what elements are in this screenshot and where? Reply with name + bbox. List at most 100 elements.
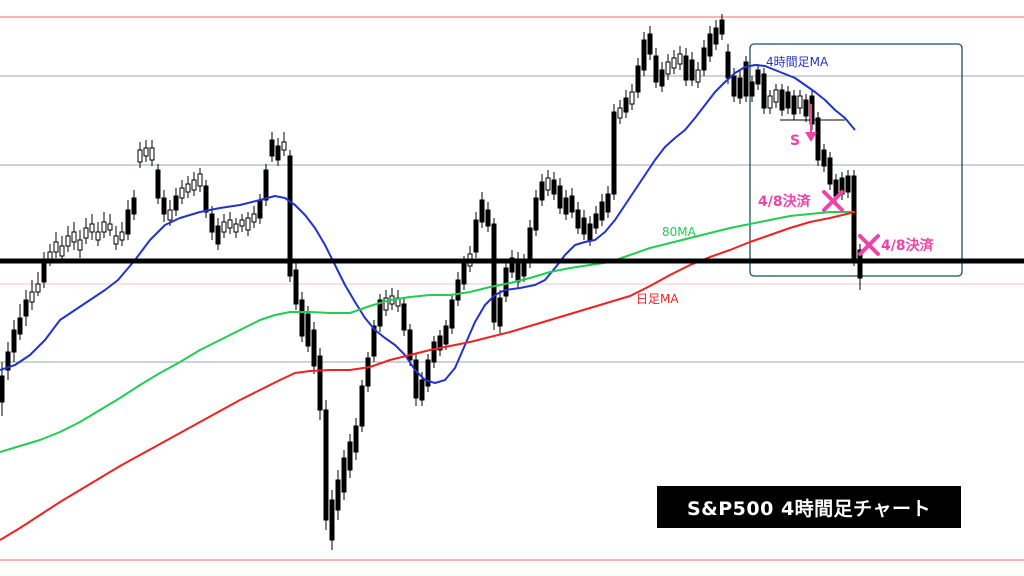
candle-body <box>677 53 683 65</box>
candle <box>83 218 89 244</box>
candle <box>95 222 101 246</box>
candle <box>149 140 155 166</box>
candle-body <box>281 141 287 151</box>
candle-body <box>431 341 437 363</box>
label-daily-ma: 日足MA <box>636 292 679 306</box>
candle <box>383 290 389 316</box>
candle <box>545 170 551 196</box>
candle <box>155 164 161 204</box>
candle <box>305 306 311 352</box>
candle-body <box>383 297 389 311</box>
candle <box>179 180 185 204</box>
candle-body <box>641 39 647 71</box>
candle-body <box>815 117 821 161</box>
candle <box>593 206 599 234</box>
candle-body <box>323 409 329 521</box>
candle-body <box>719 19 725 35</box>
highlight-rectangle <box>749 43 963 277</box>
candle <box>341 450 347 500</box>
candle-body <box>251 213 257 223</box>
candle-body <box>653 55 659 83</box>
candle <box>641 32 647 76</box>
candle-body <box>557 185 563 209</box>
candle <box>677 46 683 70</box>
candle <box>221 214 227 238</box>
candle-body <box>521 261 527 277</box>
candle <box>245 212 251 236</box>
candle <box>143 140 149 162</box>
candle <box>185 176 191 198</box>
candle-body <box>857 249 863 279</box>
candle-body <box>425 359 431 387</box>
candle-body <box>419 379 425 401</box>
candle-body <box>479 199 485 223</box>
candle-body <box>173 195 179 211</box>
candle-body <box>845 175 851 193</box>
candle <box>431 336 437 368</box>
candle <box>743 56 749 102</box>
candle-body <box>5 351 11 371</box>
candle <box>41 252 47 288</box>
candle <box>557 178 563 214</box>
candle <box>203 180 209 218</box>
candle <box>581 210 587 240</box>
candle <box>779 84 785 116</box>
candle-body <box>335 479 341 511</box>
candle-body <box>455 279 461 301</box>
candle-body <box>131 197 137 215</box>
candle-body <box>353 425 359 453</box>
candle <box>101 212 107 238</box>
ma-80-line <box>0 211 855 453</box>
candle-body <box>227 219 233 229</box>
candle-body <box>245 217 251 231</box>
candle-body <box>329 499 335 541</box>
candle-body <box>29 291 35 303</box>
candle-body <box>161 197 167 215</box>
candle <box>23 290 29 326</box>
candle-body <box>269 139 275 157</box>
candle-body <box>707 33 713 57</box>
candle <box>539 174 545 206</box>
candle <box>131 190 137 220</box>
candle <box>269 132 275 162</box>
highlight-box <box>749 43 963 277</box>
candle-body <box>539 181 545 201</box>
candle <box>71 222 77 250</box>
annotations: 4時間足MA 80MA 日足MA S 4/8決済 4/8決済 <box>636 55 935 306</box>
candle <box>257 194 263 224</box>
candle-body <box>413 359 419 399</box>
candle-body <box>167 209 173 221</box>
candle-body <box>113 235 119 245</box>
candle <box>485 202 491 232</box>
candle <box>851 170 857 266</box>
candle-body <box>311 329 317 367</box>
candle-body <box>221 221 227 233</box>
candle-body <box>689 59 695 81</box>
candle <box>365 352 371 392</box>
candle-body <box>695 69 701 83</box>
candle-body <box>533 197 539 231</box>
candle-body <box>35 283 41 293</box>
candle <box>377 294 383 332</box>
candle <box>845 170 851 198</box>
label-80-ma: 80MA <box>662 225 697 239</box>
candle-body <box>461 263 467 285</box>
candle <box>299 292 305 342</box>
candle <box>551 172 557 200</box>
candle <box>89 214 95 240</box>
candle-body <box>377 299 383 327</box>
candle-body <box>617 107 623 119</box>
candle <box>617 100 623 124</box>
candle-body <box>755 69 761 85</box>
candle <box>701 40 707 76</box>
candle-body <box>137 149 143 163</box>
candle-body <box>149 147 155 161</box>
candle-body <box>11 329 17 353</box>
candle <box>425 354 431 392</box>
candle <box>623 90 629 118</box>
candle-body <box>95 231 101 241</box>
candle <box>353 418 359 460</box>
candle-body <box>305 313 311 347</box>
candle-body <box>317 355 323 411</box>
candle-body <box>581 217 587 235</box>
